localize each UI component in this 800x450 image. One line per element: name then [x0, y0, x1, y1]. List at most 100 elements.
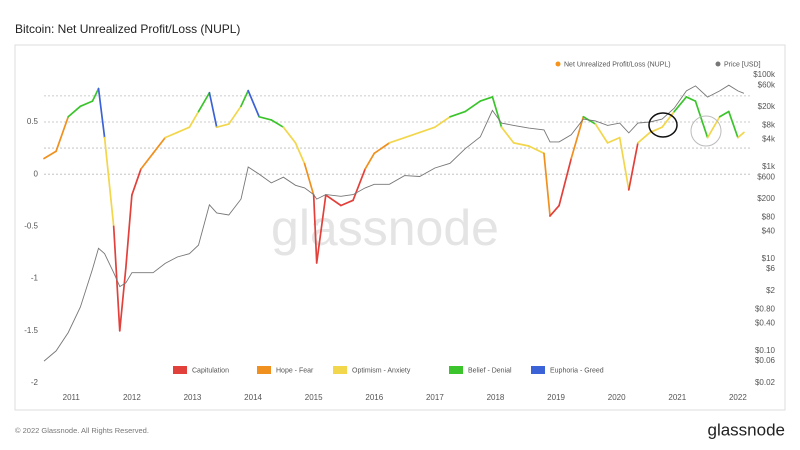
legend-swatch — [173, 366, 187, 374]
y2-tick-label: $0.80 — [755, 304, 776, 313]
nupl-segment — [315, 194, 327, 264]
nupl-segment — [388, 136, 406, 144]
legend-marker — [715, 61, 721, 67]
nupl-segment — [627, 142, 639, 191]
nupl-segment — [434, 115, 451, 129]
nupl-segment — [618, 136, 630, 191]
nupl-segment — [352, 168, 367, 202]
y2-tick-label: $0.40 — [755, 318, 776, 327]
legend-swatch — [531, 366, 545, 374]
nupl-segment — [479, 96, 494, 102]
y2-tick-label: $600 — [757, 172, 775, 181]
nupl-segment — [258, 115, 273, 121]
nupl-segment — [79, 100, 94, 108]
nupl-segment — [294, 142, 306, 165]
legend-label: Capitulation — [192, 367, 229, 374]
legend-label: Net Unrealized Profit/Loss (NUPL) — [564, 61, 671, 68]
nupl-segment — [737, 131, 745, 139]
nupl-segment — [673, 96, 688, 113]
nupl-segment — [215, 123, 230, 129]
nupl-segment — [131, 168, 142, 196]
nupl-segment — [464, 100, 482, 113]
y-tick-label: -1.5 — [24, 326, 38, 335]
nupl-segment — [449, 110, 467, 118]
nupl-segment — [247, 89, 260, 118]
nupl-segment — [164, 131, 179, 139]
nupl-segment — [227, 105, 242, 125]
nupl-segment — [43, 150, 57, 160]
x-tick-label: 2018 — [487, 393, 505, 402]
legend-swatch — [449, 366, 463, 374]
nupl-segment — [240, 89, 250, 108]
y2-tick-label: $2 — [766, 286, 775, 295]
y-tick-label: -1 — [31, 274, 39, 283]
legend-swatch — [333, 366, 347, 374]
nupl-segment — [558, 157, 573, 207]
nupl-segment — [282, 126, 297, 144]
y2-tick-label: $8k — [762, 121, 776, 130]
nupl-segment — [103, 136, 115, 228]
nupl-segment — [324, 194, 342, 207]
x-tick-label: 2013 — [184, 393, 202, 402]
x-tick-label: 2017 — [426, 393, 444, 402]
y2-tick-label: $6 — [766, 264, 775, 273]
y-tick-label: -2 — [31, 378, 39, 387]
y2-tick-label: $40 — [762, 226, 776, 235]
nupl-segment — [637, 131, 651, 144]
y-tick-label: -0.5 — [24, 221, 38, 230]
nupl-segment — [727, 110, 739, 139]
nupl-segment — [97, 87, 106, 139]
nupl-segment — [543, 152, 551, 217]
copyright: © 2022 Glassnode. All Rights Reserved. — [15, 426, 149, 435]
nupl-segment — [403, 131, 421, 139]
y2-tick-label: $200 — [757, 194, 775, 203]
plot: 0.50-0.5-1-1.5-2$100k$60k$20k$8k$4k$1k$6… — [24, 61, 776, 402]
x-tick-label: 2014 — [244, 393, 262, 402]
nupl-segment — [527, 145, 545, 155]
x-tick-label: 2019 — [547, 393, 565, 402]
x-tick-label: 2015 — [305, 393, 323, 402]
nupl-segment — [67, 105, 82, 118]
nupl-segment — [512, 142, 530, 147]
nupl-segment — [176, 126, 191, 134]
nupl-segment — [418, 126, 436, 134]
watermark: glassnode — [271, 200, 499, 256]
y2-tick-label: $10 — [762, 254, 776, 263]
x-tick-label: 2016 — [365, 393, 383, 402]
legend-label: Hope - Fear — [276, 367, 314, 374]
nupl-segment — [197, 91, 211, 113]
nupl-segment — [661, 110, 676, 129]
logo: glassnode — [707, 420, 785, 439]
x-tick-label: 2011 — [63, 393, 81, 402]
y2-tick-label: $60k — [758, 80, 776, 89]
nupl-segment — [340, 199, 354, 207]
nupl-segment — [694, 100, 709, 139]
y2-tick-label: $80 — [762, 212, 776, 221]
nupl-segment — [706, 115, 721, 139]
highlight-circle — [648, 112, 678, 138]
x-tick-label: 2020 — [608, 393, 626, 402]
nupl-segment — [140, 152, 154, 170]
nupl-segment — [549, 204, 560, 217]
legend-label: Optimism - Anxiety — [352, 367, 411, 374]
x-tick-label: 2012 — [123, 393, 141, 402]
legend-label: Euphoria - Greed — [550, 367, 604, 374]
nupl-segment — [152, 136, 167, 155]
nupl-segment — [303, 162, 315, 196]
y2-tick-label: $1k — [762, 162, 776, 171]
x-tick-label: 2022 — [729, 393, 747, 402]
nupl-segment — [594, 123, 609, 144]
highlight-circle — [690, 115, 722, 147]
chart-panel — [14, 44, 786, 411]
legend-label: Price [USD] — [724, 61, 761, 68]
nupl-segment — [118, 267, 127, 332]
x-tick-label: 2021 — [668, 393, 686, 402]
chart-title: Bitcoin: Net Unrealized Profit/Loss (NUP… — [15, 22, 240, 36]
legend-swatch — [257, 366, 271, 374]
legend-marker — [555, 61, 561, 67]
y2-tick-label: $20k — [758, 102, 776, 111]
y-tick-label: 0.5 — [27, 117, 39, 126]
nupl-segment — [491, 96, 503, 129]
